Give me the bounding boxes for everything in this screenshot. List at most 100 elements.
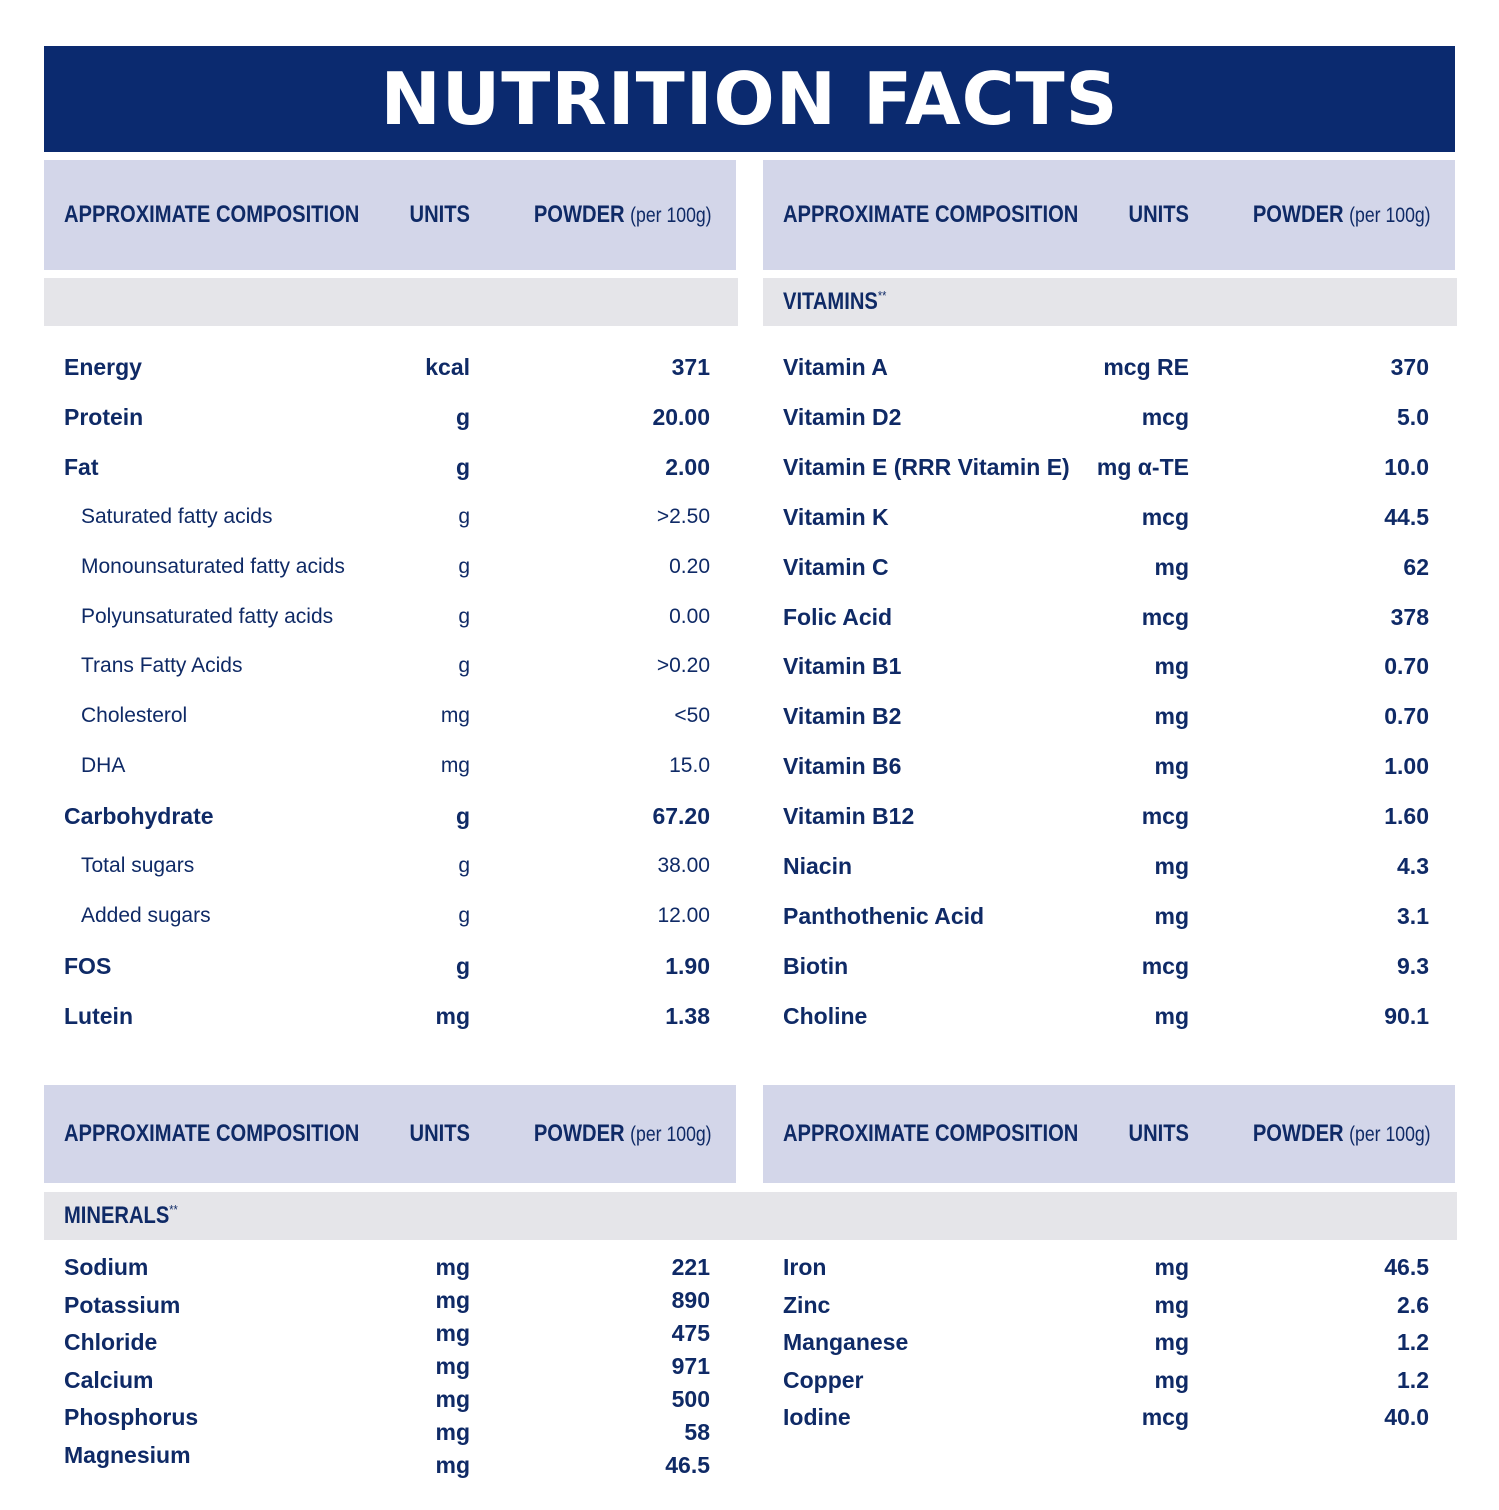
nutrient-name: Magnesium bbox=[64, 1442, 191, 1468]
nutrient-value: 378 bbox=[1390, 603, 1429, 630]
nutrient-name: Protein bbox=[64, 403, 144, 430]
nutrient-units: g bbox=[458, 504, 470, 528]
table-row: Vitamin D2 mcg 5.0 bbox=[763, 400, 1455, 434]
nutrient-value: 58 bbox=[684, 1419, 710, 1445]
minerals-label: MINERALS** bbox=[64, 1202, 178, 1229]
nutrient-name: Phosphorus bbox=[64, 1404, 199, 1431]
nutrient-name: Vitamin B2 bbox=[783, 703, 902, 730]
table-row: Vitamin K mcg 44.5 bbox=[763, 500, 1455, 534]
nutrient-name: Vitamin E (RRR Vitamin E) bbox=[783, 453, 1070, 480]
nutrient-name: Choline bbox=[783, 1002, 868, 1029]
nutrient-value: 0.70 bbox=[1384, 653, 1429, 680]
nutrient-name: Vitamin K bbox=[783, 503, 889, 530]
nutrient-value: 4.3 bbox=[1397, 853, 1429, 879]
nutrient-name: Sodium bbox=[64, 1254, 149, 1280]
table-row: Energy kcal 371 bbox=[44, 350, 736, 384]
table-row: Iodine mcg 40.0 bbox=[763, 1400, 1455, 1434]
nutrient-value: 371 bbox=[671, 354, 710, 380]
header-composition: APPROXIMATE COMPOSITION bbox=[783, 1120, 1079, 1147]
table-row: Monounsaturated fatty acids g 0.20 bbox=[44, 550, 736, 584]
nutrient-units: kcal bbox=[425, 354, 470, 380]
nutrient-units: mcg bbox=[1141, 603, 1189, 630]
nutrient-name: Iodine bbox=[783, 1404, 851, 1431]
nutrient-units: mg bbox=[440, 704, 470, 728]
table-row: FOS g 1.90 bbox=[44, 949, 736, 983]
nutrient-value: 46.5 bbox=[665, 1451, 710, 1478]
nutrient-name: DHA bbox=[81, 754, 126, 778]
table-row: Lutein mg 1.38 bbox=[44, 999, 736, 1033]
nutrient-value: 12.00 bbox=[657, 903, 710, 927]
nutrient-units: mg bbox=[1154, 553, 1190, 580]
table-row: Protein g 20.00 bbox=[44, 400, 736, 434]
table-row: Choline mg 90.1 bbox=[763, 999, 1455, 1033]
nutrient-name: Calcium bbox=[64, 1366, 154, 1393]
table-row: Chloride mg 475 bbox=[44, 1320, 736, 1359]
nutrient-value: 1.2 bbox=[1397, 1329, 1429, 1356]
nutrient-value: 62 bbox=[1403, 553, 1429, 580]
section-band-vitamins: VITAMINS** bbox=[763, 278, 1457, 326]
nutrient-name: Chloride bbox=[64, 1329, 158, 1356]
nutrient-name: Total sugars bbox=[81, 854, 195, 877]
nutrient-units: g bbox=[458, 604, 470, 628]
nutrient-units: mcg RE bbox=[1103, 354, 1189, 380]
nutrient-value: 1.90 bbox=[665, 952, 710, 979]
nutrient-units: mg bbox=[1154, 1366, 1190, 1393]
nutrient-name: Saturated fatty acids bbox=[81, 504, 273, 528]
nutrient-units: mg bbox=[440, 754, 470, 778]
nutrient-value: 475 bbox=[671, 1320, 710, 1347]
nutrient-units: g bbox=[455, 952, 470, 979]
nutrient-value: 3.1 bbox=[1397, 902, 1429, 929]
nutrient-name: Biotin bbox=[783, 952, 849, 979]
table-header-vitamins: APPROXIMATE COMPOSITION UNITS POWDER (pe… bbox=[763, 160, 1455, 270]
nutrient-units: mg bbox=[1154, 902, 1190, 929]
table-row: Folic Acid mcg 378 bbox=[763, 600, 1455, 634]
table-row: Total sugars g 38.00 bbox=[44, 849, 736, 883]
header-units: UNITS bbox=[1128, 201, 1189, 228]
nutrient-value: 1.00 bbox=[1384, 753, 1429, 780]
table-row: mg 46.5 bbox=[44, 1452, 736, 1510]
nutrient-units: mg bbox=[1154, 703, 1190, 730]
nutrient-value: 9.3 bbox=[1397, 952, 1429, 979]
nutrient-units: mg bbox=[1154, 1291, 1190, 1318]
nutrient-units: mcg bbox=[1141, 503, 1189, 530]
header-powder: POWDER (per 100g) bbox=[534, 1120, 712, 1147]
nutrient-name: Panthothenic Acid bbox=[783, 902, 985, 929]
header-powder: POWDER (per 100g) bbox=[1253, 201, 1431, 228]
table-row: DHA mg 15.0 bbox=[44, 749, 736, 783]
nutrient-value: 2.00 bbox=[665, 453, 710, 480]
table-header-minerals-left: APPROXIMATE COMPOSITION UNITS POWDER (pe… bbox=[44, 1085, 736, 1183]
table-row: Vitamin E (RRR Vitamin E) mg α-TE 10.0 bbox=[763, 450, 1455, 484]
nutrient-value: >0.20 bbox=[656, 654, 710, 678]
nutrient-units: mg bbox=[1154, 1002, 1190, 1029]
table-row: Panthothenic Acid mg 3.1 bbox=[763, 899, 1455, 933]
vitamins-label: VITAMINS** bbox=[783, 288, 887, 315]
nutrient-value: 1.38 bbox=[665, 1002, 710, 1029]
table-row: Sodium mg 221 bbox=[44, 1250, 736, 1284]
nutrient-units: mg bbox=[435, 1386, 471, 1413]
nutrient-name: Iron bbox=[783, 1254, 827, 1280]
nutrient-name: Polyunsaturated fatty acids bbox=[81, 604, 334, 628]
table-row: Polyunsaturated fatty acids g 0.00 bbox=[44, 600, 736, 634]
nutrient-value: 40.0 bbox=[1384, 1404, 1429, 1431]
header-powder: POWDER (per 100g) bbox=[1253, 1120, 1431, 1147]
table-row: Vitamin B2 mg 0.70 bbox=[763, 699, 1455, 733]
nutrient-units: mg bbox=[435, 1254, 471, 1280]
nutrient-value: 44.5 bbox=[1384, 503, 1429, 530]
nutrient-value: 370 bbox=[1390, 354, 1429, 380]
nutrient-units: mg bbox=[435, 1419, 471, 1445]
table-row: Biotin mcg 9.3 bbox=[763, 949, 1455, 983]
nutrient-value: 0.00 bbox=[669, 604, 710, 628]
nutrient-name: Fat bbox=[64, 453, 99, 480]
nutrient-name: Vitamin B1 bbox=[783, 653, 902, 680]
table-header-minerals-right: APPROXIMATE COMPOSITION UNITS POWDER (pe… bbox=[763, 1085, 1455, 1183]
nutrient-name: Zinc bbox=[783, 1291, 831, 1318]
nutrient-units: mg bbox=[435, 1352, 471, 1379]
table-row: Manganese mg 1.2 bbox=[763, 1325, 1455, 1359]
nutrient-name: Monounsaturated fatty acids bbox=[81, 554, 345, 578]
table-row: Saturated fatty acids g >2.50 bbox=[44, 500, 736, 534]
nutrient-name: Carbohydrate bbox=[64, 803, 214, 830]
nutrient-units: mcg bbox=[1141, 803, 1189, 830]
nutrient-name: Vitamin D2 bbox=[783, 403, 902, 430]
nutrient-value: 0.20 bbox=[669, 554, 710, 578]
nutrient-units: mcg bbox=[1141, 1404, 1189, 1431]
